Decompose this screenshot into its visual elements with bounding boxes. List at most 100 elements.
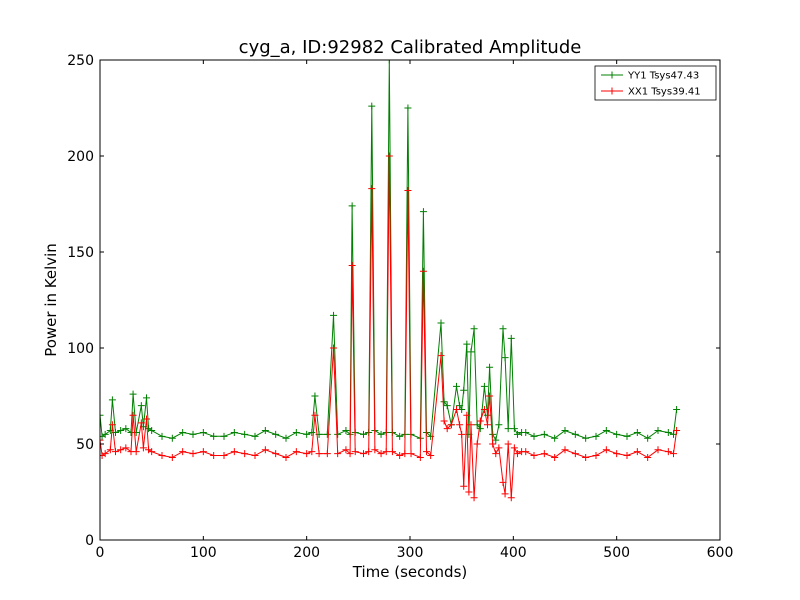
data-point: [470, 325, 478, 333]
data-point: [351, 448, 359, 456]
data-point: [342, 427, 350, 435]
data-point: [323, 430, 331, 438]
data-point: [458, 430, 466, 438]
data-point: [158, 452, 166, 460]
data-point: [664, 448, 672, 456]
data-point: [423, 448, 431, 456]
data-point: [467, 421, 475, 429]
data-point: [122, 444, 130, 452]
data-point: [368, 102, 376, 110]
data-point: [501, 354, 509, 362]
chart-title: cyg_a, ID:92982 Calibrated Amplitude: [239, 37, 582, 58]
data-point: [551, 434, 559, 442]
data-point: [311, 411, 319, 419]
data-point: [261, 446, 269, 454]
data-point: [303, 450, 311, 458]
legend-label: YY1 Tsys47.43: [627, 71, 699, 82]
data-point: [106, 446, 114, 454]
data-point: [112, 448, 119, 456]
data-point: [623, 452, 631, 460]
data-point: [368, 185, 376, 193]
data-point: [282, 453, 290, 461]
data-point: [371, 446, 379, 454]
data-point: [334, 430, 342, 438]
x-tick-label: 300: [397, 545, 424, 561]
data-point: [129, 411, 137, 419]
data-point: [513, 450, 521, 458]
data-point: [522, 448, 530, 456]
y-tick-label: 200: [67, 149, 94, 165]
data-point: [108, 421, 116, 429]
series-1: [100, 152, 681, 502]
data-point: [460, 386, 468, 394]
data-point: [510, 444, 518, 452]
data-point: [673, 427, 681, 435]
x-tick-label: 400: [500, 545, 527, 561]
data-point: [143, 415, 150, 423]
data-point: [473, 440, 481, 448]
data-point: [664, 428, 672, 436]
data-point: [334, 450, 342, 458]
data-point: [492, 436, 500, 444]
data-point: [100, 436, 104, 444]
data-point: [476, 425, 484, 433]
data-point: [437, 319, 445, 327]
data-point: [501, 490, 509, 498]
data-point: [551, 453, 559, 461]
plot-layer: [100, 60, 681, 502]
data-point: [447, 421, 455, 429]
data-point: [346, 450, 354, 458]
data-point: [504, 425, 512, 433]
x-tick-label: 100: [190, 545, 217, 561]
y-tick-label: 250: [67, 53, 94, 69]
legend-label: XX1 Tsys39.41: [628, 87, 701, 98]
data-point: [251, 432, 259, 440]
data-point: [148, 448, 156, 456]
data-point: [311, 392, 319, 400]
data-point: [492, 450, 500, 458]
data-point: [210, 452, 218, 460]
y-tick-label: 0: [85, 533, 94, 549]
data-point: [453, 382, 460, 390]
data-point: [582, 434, 590, 442]
data-point: [582, 453, 590, 461]
data-point: [129, 390, 137, 398]
data-point: [623, 432, 631, 440]
x-tick-label: 200: [293, 545, 320, 561]
data-point: [308, 428, 316, 436]
data-point: [507, 334, 515, 342]
data-point: [592, 452, 600, 460]
data-point: [189, 430, 197, 438]
data-point: [396, 432, 404, 440]
data-point: [480, 382, 488, 390]
data-point: [168, 453, 176, 461]
data-point: [360, 450, 367, 458]
data-point: [315, 450, 323, 458]
y-tick-label: 100: [67, 341, 94, 357]
data-point: [467, 348, 475, 356]
data-point: [382, 448, 390, 456]
data-point: [633, 448, 641, 456]
data-point: [139, 444, 147, 452]
data-point: [602, 427, 610, 435]
data-point: [230, 428, 238, 436]
data-point: [323, 450, 331, 458]
data-point: [282, 434, 290, 442]
legend-marker: [608, 71, 616, 79]
data-point: [241, 450, 249, 458]
data-point: [230, 448, 238, 456]
x-tick-label: 500: [603, 545, 630, 561]
data-point: [122, 425, 130, 433]
y-tick-label: 50: [76, 437, 94, 453]
data-point: [486, 392, 494, 400]
data-point: [561, 427, 569, 435]
data-point: [348, 202, 356, 210]
data-point: [476, 417, 484, 425]
data-point: [495, 421, 503, 429]
data-point: [495, 444, 503, 452]
data-point: [522, 428, 530, 436]
data-point: [251, 452, 259, 460]
data-point: [484, 421, 491, 429]
data-point: [419, 267, 427, 275]
